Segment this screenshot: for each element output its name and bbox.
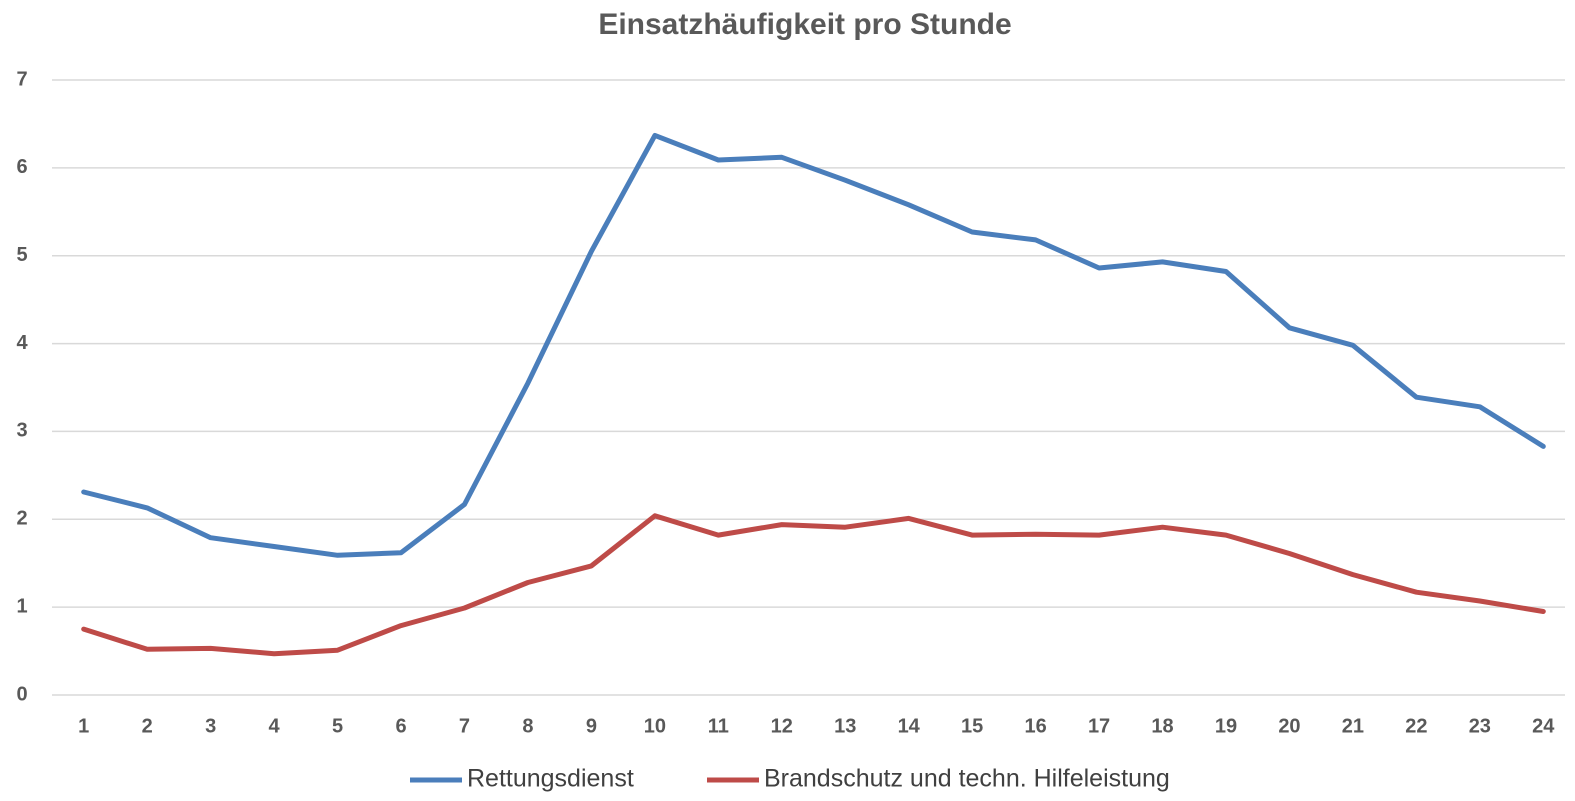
x-tick-label: 9 <box>586 715 597 737</box>
x-tick-label: 24 <box>1532 715 1555 737</box>
x-tick-label: 20 <box>1278 715 1300 737</box>
y-tick-label: 0 <box>16 683 27 705</box>
line-series <box>81 513 1546 657</box>
x-tick-label: 12 <box>771 715 793 737</box>
x-tick-label: 22 <box>1405 715 1427 737</box>
x-tick-label: 16 <box>1024 715 1046 737</box>
x-tick-label: 14 <box>898 715 921 737</box>
y-tick-label: 1 <box>16 595 27 617</box>
x-tick-label: 2 <box>142 715 153 737</box>
x-tick-label: 13 <box>834 715 856 737</box>
x-tick-label: 11 <box>708 715 729 737</box>
x-tick-label: 18 <box>1151 715 1173 737</box>
y-tick-label: 7 <box>16 68 27 90</box>
y-tick-label: 3 <box>16 420 27 442</box>
x-tick-label: 8 <box>522 715 533 737</box>
x-tick-label: 4 <box>269 715 281 737</box>
y-tick-label: 2 <box>16 508 27 530</box>
x-tick-label: 19 <box>1215 715 1237 737</box>
x-tick-label: 7 <box>459 715 470 737</box>
line-series <box>81 132 1546 558</box>
x-tick-label: 17 <box>1088 715 1110 737</box>
x-tick-label: 1 <box>78 715 89 737</box>
x-tick-label: 5 <box>332 715 343 737</box>
y-tick-label: 5 <box>16 244 27 266</box>
x-tick-label: 3 <box>205 715 216 737</box>
y-tick-label: 6 <box>16 156 27 178</box>
x-tick-label: 21 <box>1342 715 1364 737</box>
x-tick-label: 6 <box>395 715 406 737</box>
x-tick-label: 15 <box>961 715 983 737</box>
legend-label: Rettungsdienst <box>467 765 634 793</box>
chart-title: Einsatzhäufigkeit pro Stunde <box>598 8 1011 41</box>
legend-label: Brandschutz und techn. Hilfeleistung <box>764 765 1170 793</box>
x-tick-label: 23 <box>1469 715 1491 737</box>
y-tick-label: 4 <box>16 332 28 354</box>
x-tick-label: 10 <box>644 715 666 737</box>
